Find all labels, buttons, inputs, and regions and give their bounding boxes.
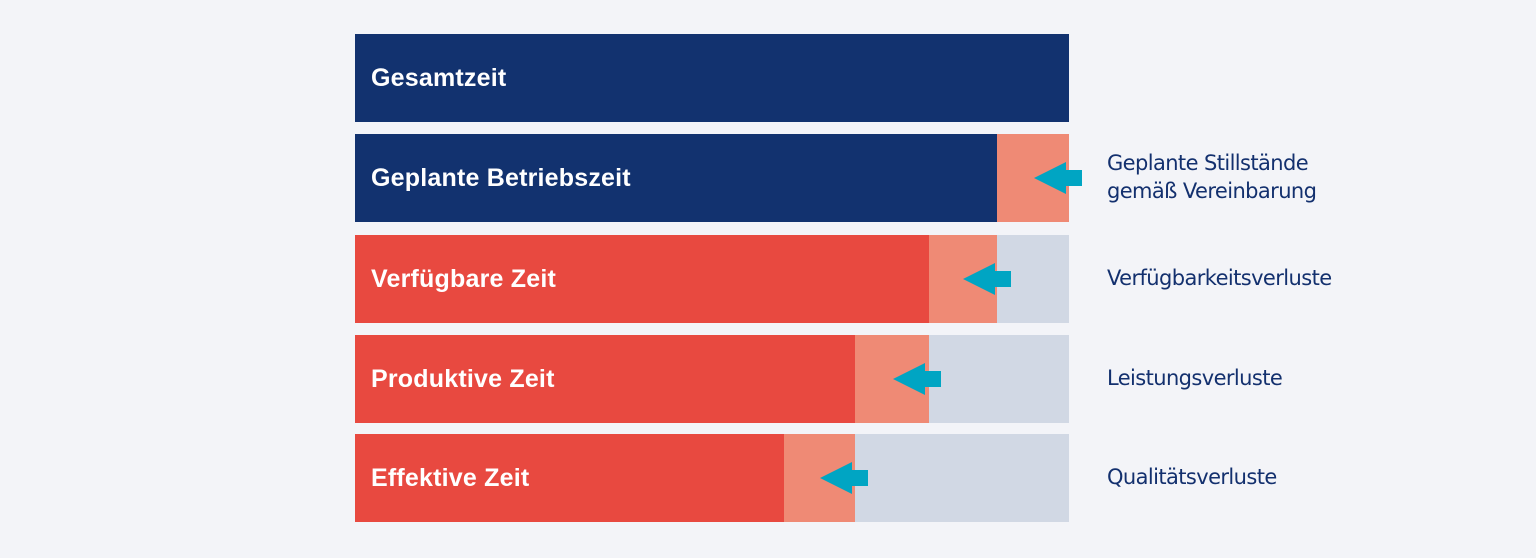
loss-note: Geplante Stillstände gemäß Vereinbarung <box>1107 149 1317 205</box>
arrow-left-icon <box>820 462 869 494</box>
loss-note: Leistungsverluste <box>1107 364 1283 392</box>
bar-label: Geplante Betriebszeit <box>371 163 631 192</box>
loss-note-line: Geplante Stillstände <box>1107 151 1309 175</box>
bar-label: Gesamtzeit <box>371 63 507 92</box>
loss-note-line: Qualitätsverluste <box>1107 465 1277 489</box>
arrow-left-icon <box>1033 162 1082 194</box>
bar-row: Effektive Zeit <box>355 434 1069 522</box>
bar-label: Verfügbare Zeit <box>371 264 556 293</box>
bar-row: Geplante Betriebszeit <box>355 134 1069 222</box>
arrow-left-icon <box>963 263 1012 295</box>
loss-note-line: Leistungsverluste <box>1107 366 1283 390</box>
bar-segment-main <box>355 235 930 323</box>
bar-segment-main <box>355 134 997 222</box>
bar-label: Produktive Zeit <box>371 364 555 393</box>
bar-segment-main <box>355 434 785 522</box>
loss-note-line: gemäß Vereinbarung <box>1107 179 1317 203</box>
loss-note-line: Verfügbarkeitsverluste <box>1107 266 1332 290</box>
bar-row: Produktive Zeit <box>355 335 1069 423</box>
bar-label: Effektive Zeit <box>371 463 530 492</box>
loss-note: Qualitätsverluste <box>1107 463 1277 491</box>
bar-segment-main <box>355 335 855 423</box>
arrow-left-icon <box>893 363 942 395</box>
bar-row: Gesamtzeit <box>355 34 1069 122</box>
bar-segment-main <box>355 34 1069 122</box>
bar-row: Verfügbare Zeit <box>355 235 1069 323</box>
loss-note: Verfügbarkeitsverluste <box>1107 264 1332 292</box>
